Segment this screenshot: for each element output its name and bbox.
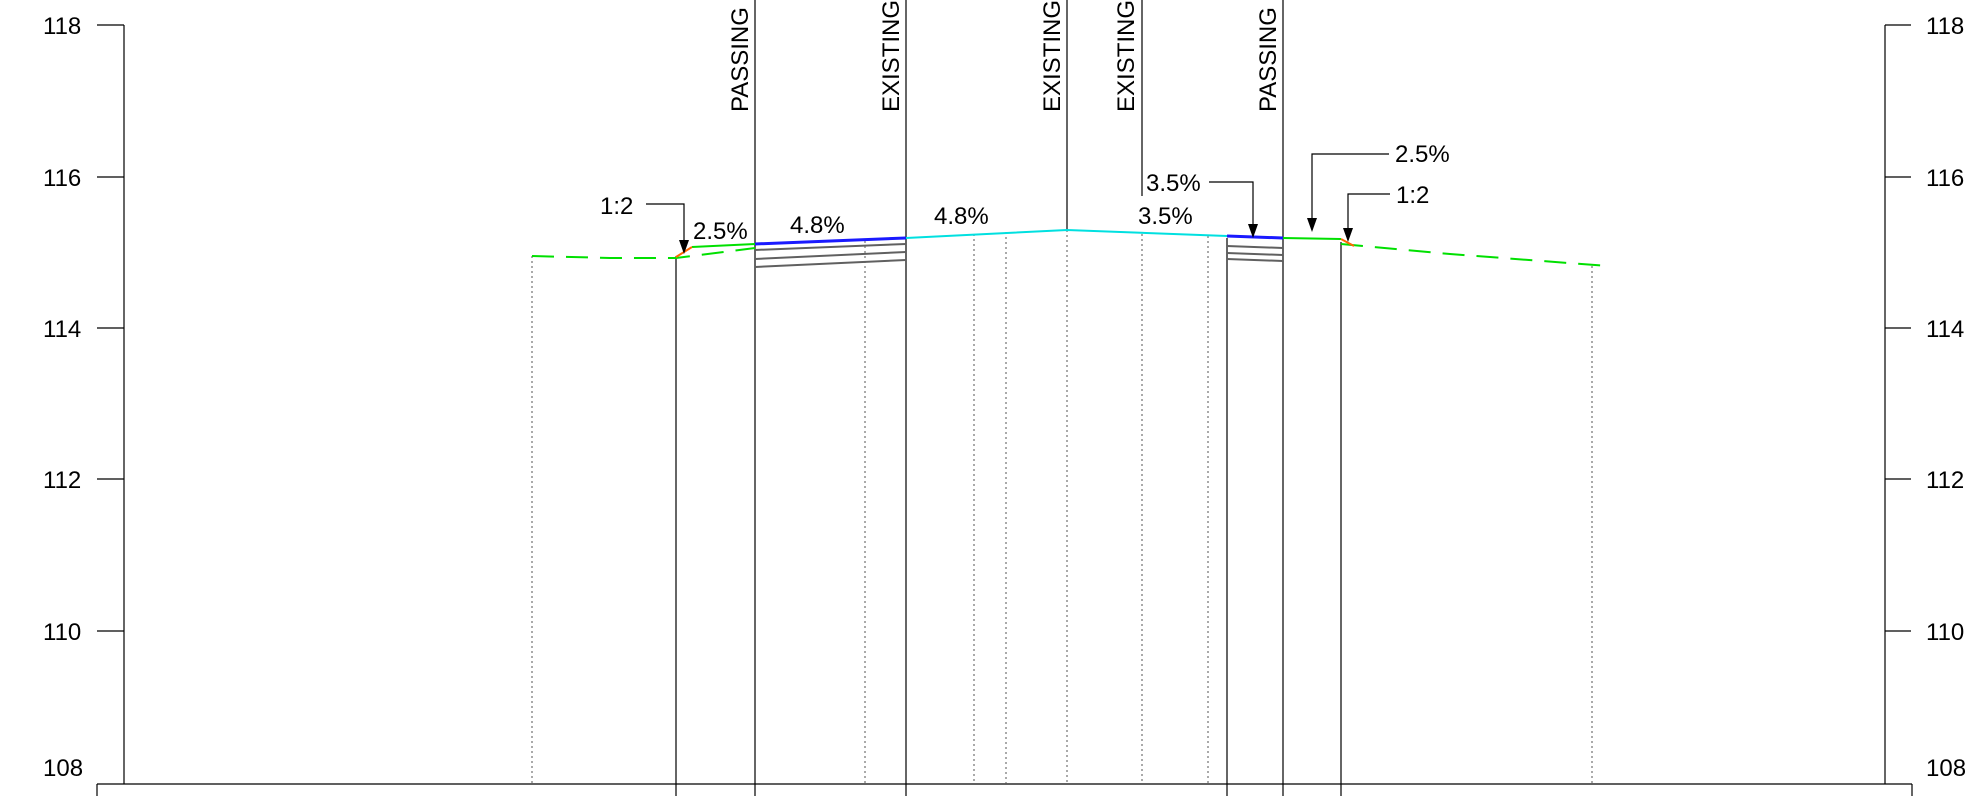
annotation-left-lane-2: 4.8% (934, 203, 989, 230)
right-tick-label: 114 (1926, 316, 1964, 343)
baseline (96, 783, 1913, 796)
label-passing-right: PASSING (1255, 7, 1282, 112)
right-elevation-axis: 118 116 114 112 110 108 (1884, 13, 1965, 784)
arrow-right-lane (1248, 224, 1258, 238)
right-tick-label: 118 (1926, 13, 1964, 40)
label-existing-3: EXISTING (1113, 0, 1140, 112)
pavement-layer-1 (754, 243, 907, 251)
pavement-layer-3 (754, 259, 907, 268)
left-tick-label: 118 (43, 13, 81, 40)
new-pavement-left (754, 236, 907, 246)
leader-right-slope (1347, 193, 1390, 228)
label-existing-2: EXISTING (1039, 0, 1066, 112)
existing-ground-right (1340, 243, 1609, 267)
control-lines (675, 0, 1342, 784)
right-shoulder-surface (1282, 237, 1342, 240)
arrow-right-slope (1343, 228, 1353, 242)
label-passing-left: PASSING (727, 7, 754, 112)
annotation-left-lane-1: 4.8% (790, 212, 845, 239)
annotation-right-lane-lower: 3.5% (1138, 203, 1193, 230)
right-tick-label: 116 (1926, 165, 1964, 192)
leader-right-lane (1209, 181, 1254, 224)
left-tick-label: 114 (43, 316, 81, 343)
profile-labels: PASSING EXISTING EXISTING EXISTING PASSI… (727, 0, 1282, 112)
annotation-left-slope: 1:2 (600, 193, 633, 220)
left-tick-label: 108 (43, 755, 83, 782)
left-tick-label: 110 (43, 619, 81, 646)
arrow-right-shoulder (1307, 218, 1317, 232)
existing-ground-left (531, 247, 756, 259)
pavement-layer-4 (1226, 245, 1284, 249)
left-tick-label: 112 (43, 467, 81, 494)
label-existing-1: EXISTING (878, 0, 905, 112)
left-shoulder-surface (691, 243, 756, 248)
slope-annotations: 1:2 2.5% 4.8% 4.8% 3.5% 3.5% 2.5% 1:2 (600, 141, 1450, 254)
leader-right-shoulder (1311, 153, 1389, 218)
offset-dotted-lines (531, 230, 1593, 784)
leader-left-slope (646, 203, 685, 240)
left-tick-label: 116 (43, 165, 81, 192)
finished-surface (905, 228, 1228, 239)
arrow-left-slope (679, 240, 689, 254)
annotation-right-shoulder: 2.5% (1395, 141, 1450, 168)
pavement-layer-2 (754, 251, 907, 260)
pavement-layer-5 (1226, 252, 1284, 256)
pavement-layers (754, 243, 1284, 268)
annotation-right-slope: 1:2 (1396, 182, 1429, 209)
right-tick-label: 108 (1926, 755, 1965, 782)
right-tick-label: 112 (1926, 467, 1964, 494)
new-pavement-right (1226, 234, 1284, 240)
right-tick-label: 110 (1926, 619, 1964, 646)
left-elevation-axis: 118 116 114 112 110 108 (43, 13, 125, 784)
side-slope-right (1340, 238, 1355, 247)
annotation-left-shoulder: 2.5% (693, 218, 748, 245)
annotation-right-lane-upper: 3.5% (1146, 170, 1201, 197)
pavement-layer-6 (1226, 258, 1284, 262)
